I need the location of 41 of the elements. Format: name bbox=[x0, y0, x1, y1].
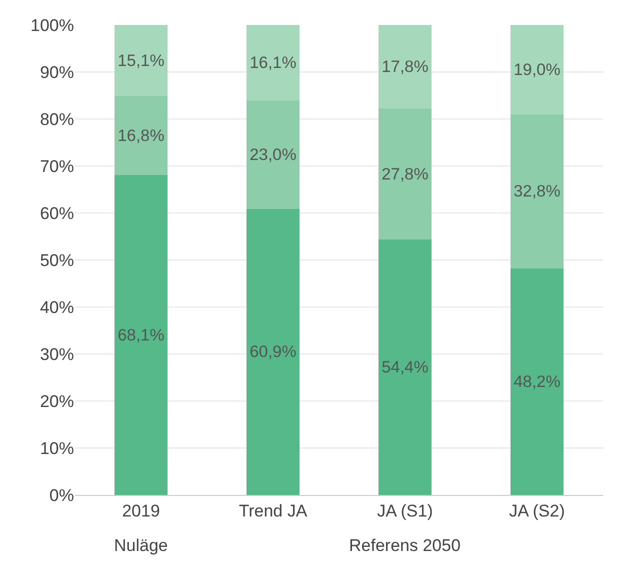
data-label: 19,0% bbox=[514, 60, 561, 79]
data-label: 16,8% bbox=[118, 126, 165, 145]
y-tick-label: 60% bbox=[40, 204, 74, 223]
bar bbox=[114, 96, 168, 175]
text: Nuläge bbox=[114, 536, 168, 555]
bar bbox=[246, 100, 300, 209]
x-tick-label: JA (S2) bbox=[509, 501, 565, 520]
data-label: 68,1% bbox=[118, 326, 165, 344]
y-tick-label: 90% bbox=[40, 62, 74, 82]
bar bbox=[114, 174, 168, 495]
x-tick-label: 2019 bbox=[122, 501, 160, 520]
y-tick-label: 20% bbox=[40, 392, 74, 411]
text: Referens 2050 bbox=[349, 536, 461, 555]
data-label: 16,1% bbox=[250, 54, 297, 72]
x-tick-label: JA (S1) bbox=[377, 501, 433, 520]
y-tick-label: 70% bbox=[40, 156, 74, 176]
y-tick-label: 40% bbox=[40, 298, 74, 317]
y-tick-label: 30% bbox=[40, 344, 74, 364]
data-label: 60,9% bbox=[250, 343, 297, 362]
bar bbox=[510, 114, 564, 268]
data-label: 15,1% bbox=[118, 52, 165, 70]
bar bbox=[246, 208, 300, 495]
y-tick-label: 80% bbox=[40, 110, 74, 129]
bar bbox=[510, 268, 564, 495]
bar bbox=[510, 25, 564, 114]
y-tick-label: 100% bbox=[30, 16, 74, 35]
bar bbox=[246, 25, 300, 101]
data-label: 32,8% bbox=[514, 182, 561, 201]
y-tick-label: 0% bbox=[49, 486, 74, 505]
data-label: 27,8% bbox=[382, 165, 429, 184]
bar bbox=[114, 25, 168, 96]
bar bbox=[378, 25, 432, 109]
data-label: 48,2% bbox=[514, 373, 561, 392]
x-tick-label: Trend JA bbox=[238, 501, 308, 520]
bar bbox=[378, 239, 432, 495]
data-label: 54,4% bbox=[382, 358, 429, 376]
y-tick-label: 50% bbox=[40, 250, 74, 270]
bar bbox=[378, 108, 432, 240]
y-tick-label: 10% bbox=[40, 438, 74, 458]
data-label: 23,0% bbox=[250, 146, 297, 164]
data-label: 17,8% bbox=[382, 58, 429, 76]
